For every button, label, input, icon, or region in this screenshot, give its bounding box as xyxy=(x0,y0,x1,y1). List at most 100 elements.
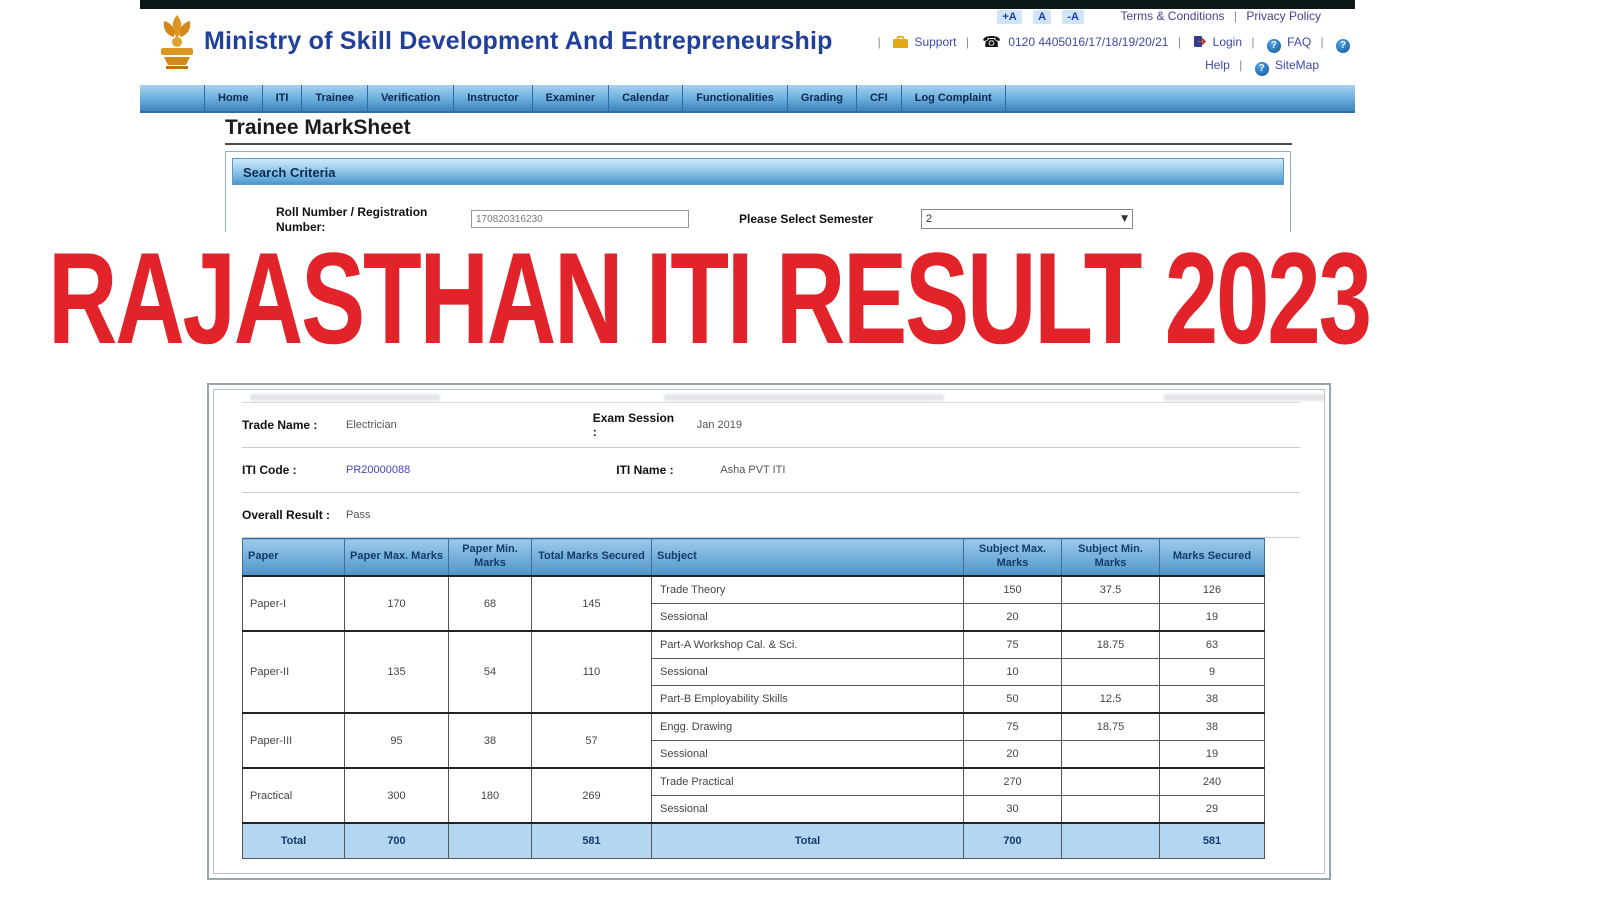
subject-marks-cell xyxy=(1061,658,1160,686)
marksheet-info: Trade Name : Electrician Exam Session : … xyxy=(242,402,1300,538)
nav-item-verification[interactable]: Verification xyxy=(368,85,455,111)
nav-item-instructor[interactable]: Instructor xyxy=(454,85,533,111)
separator: | xyxy=(1177,35,1181,49)
subject-cell: Sessional xyxy=(651,740,964,769)
table-row: Paper-I 170 68 145 Trade Theory 150 37.5 126 xyxy=(242,575,1265,632)
separator: | xyxy=(877,35,881,49)
roll-number-input[interactable] xyxy=(471,210,689,228)
semester-select[interactable]: 2 ▼ xyxy=(921,209,1133,229)
terms-link[interactable]: Terms & Conditions xyxy=(1120,9,1225,23)
subject-marks-cell: 19 xyxy=(1159,603,1265,632)
briefcase-icon xyxy=(893,36,909,48)
search-criteria-panel: Search Criteria Roll Number / Registrati… xyxy=(225,151,1291,232)
subject-marks-cell: 270 xyxy=(963,767,1062,796)
overall-result-label: Overall Result : xyxy=(242,508,331,522)
total-cell xyxy=(448,822,532,859)
subject-cell: Engg. Drawing xyxy=(651,712,964,741)
subject-marks-cell: 150 xyxy=(963,575,1062,604)
font-normal-button[interactable]: A xyxy=(1033,10,1052,24)
font-increase-button[interactable]: +A xyxy=(997,10,1022,24)
paper-marks-cell: 170 xyxy=(344,575,449,632)
column-header: Paper xyxy=(242,538,345,577)
info-row-result: Overall Result : Pass xyxy=(242,493,1300,538)
exam-session-label: Exam Session : xyxy=(592,411,675,439)
subject-marks-cell xyxy=(1061,603,1160,632)
subject-marks-cell: 240 xyxy=(1159,767,1265,796)
paper-cell: Paper-III xyxy=(242,712,345,769)
subject-marks-cell: 29 xyxy=(1159,795,1265,824)
paper-marks-cell: 54 xyxy=(448,630,532,714)
info-row-iti: ITI Code : PR20000088 ITI Name : Asha PV… xyxy=(242,448,1300,493)
subject-cell: Part-A Workshop Cal. & Sci. xyxy=(651,630,964,659)
semester-selected-value: 2 xyxy=(926,213,933,225)
clipped-text-remnant xyxy=(1164,394,1324,401)
table-header-row: Paper Paper Max. Marks Paper Min. Marks Tot… xyxy=(242,538,1265,577)
paper-marks-cell: 269 xyxy=(531,767,652,824)
login-icon xyxy=(1194,36,1207,47)
main-navigation: Home ITI Trainee Verification Instructor Exam… xyxy=(140,85,1355,113)
nav-item-home[interactable]: Home xyxy=(204,85,263,111)
subject-marks-cell: 38 xyxy=(1159,685,1265,714)
top-dark-bar xyxy=(140,0,1355,9)
iti-code-value[interactable]: PR20000088 xyxy=(346,464,411,476)
phone-icon: ☎ xyxy=(982,33,1001,51)
title-divider xyxy=(225,143,1292,145)
total-cell xyxy=(1061,822,1160,859)
subject-marks-cell: 18.75 xyxy=(1061,712,1160,741)
result-banner: RAJASTHAN ITI RESULT 2023 xyxy=(48,225,1372,371)
nav-item-trainee[interactable]: Trainee xyxy=(302,85,368,111)
marksheet-inner: Trade Name : Electrician Exam Session : … xyxy=(213,389,1325,874)
nav-item-log-complaint[interactable]: Log Complaint xyxy=(902,85,1006,111)
sitemap-link[interactable]: SiteMap xyxy=(1274,58,1319,72)
subject-marks-cell xyxy=(1061,740,1160,769)
utility-row-top: +A A -A Terms & Conditions | Privacy Pol… xyxy=(993,9,1321,24)
total-cell: 700 xyxy=(963,822,1062,859)
paper-marks-cell: 38 xyxy=(448,712,532,769)
font-decrease-button[interactable]: -A xyxy=(1062,10,1084,24)
overall-result-value: Pass xyxy=(346,509,371,521)
table-row: Practical 300 180 269 Trade Practical 270 240 xyxy=(242,767,1265,824)
total-cell: 581 xyxy=(531,822,652,859)
semester-label: Please Select Semester xyxy=(739,212,874,226)
separator: | xyxy=(1320,35,1324,49)
paper-marks-cell: 180 xyxy=(448,767,532,824)
trade-name-label: Trade Name : xyxy=(242,418,318,432)
question-icon: ? xyxy=(1336,39,1350,53)
subject-cell: Sessional xyxy=(651,795,964,824)
roll-number-label: Roll Number / Registration Number: xyxy=(276,205,428,232)
nav-item-functionalities[interactable]: Functionalities xyxy=(683,85,788,111)
column-header: Subject xyxy=(651,538,964,577)
paper-marks-cell: 57 xyxy=(531,712,652,769)
trade-name-value: Electrician xyxy=(346,419,397,431)
table-total-row: Total 700 581 Total 700 581 xyxy=(242,822,1265,859)
separator: | xyxy=(965,35,969,49)
nav-item-grading[interactable]: Grading xyxy=(788,85,857,111)
subject-marks-cell: 75 xyxy=(963,712,1062,741)
sitemap-question-icon: ? xyxy=(1254,62,1269,76)
column-header: Subject Min. Marks xyxy=(1061,538,1160,577)
subject-cell: Trade Theory xyxy=(651,575,964,604)
separator: | xyxy=(1233,9,1237,23)
nav-item-examiner[interactable]: Examiner xyxy=(533,85,610,111)
table-row: Sessional 30 29 xyxy=(243,795,1265,824)
paper-cell: Paper-I xyxy=(242,575,345,632)
nav-item-calendar[interactable]: Calendar xyxy=(609,85,684,111)
subject-marks-cell: 12.5 xyxy=(1061,685,1160,714)
subject-marks-cell: 10 xyxy=(963,658,1062,686)
help-link[interactable]: Help xyxy=(1205,58,1230,72)
national-emblem-icon xyxy=(161,15,193,69)
subject-marks-cell: 18.75 xyxy=(1061,630,1160,659)
faq-link[interactable]: FAQ xyxy=(1287,35,1312,49)
paper-marks-cell: 300 xyxy=(344,767,449,824)
table-row: Sessional 10 9 xyxy=(243,658,1265,686)
utility-row-bottom: Help | ? SiteMap xyxy=(1205,58,1319,76)
nav-item-iti[interactable]: ITI xyxy=(263,85,303,111)
support-link[interactable]: Support xyxy=(914,35,957,49)
nav-item-cfi[interactable]: CFI xyxy=(857,85,902,111)
clipped-text-remnant xyxy=(250,394,440,401)
login-link[interactable]: Login xyxy=(1212,35,1243,49)
phone-number: 0120 4405016/17/18/19/20/21 xyxy=(1008,35,1169,49)
privacy-link[interactable]: Privacy Policy xyxy=(1246,9,1321,23)
paper-cell: Paper-II xyxy=(242,630,345,714)
